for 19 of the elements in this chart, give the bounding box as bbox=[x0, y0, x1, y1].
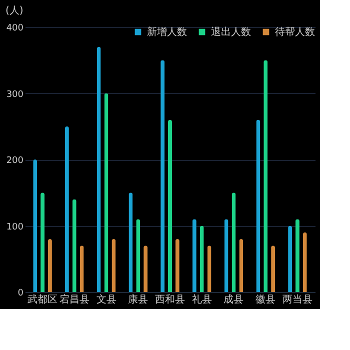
x-tick-label: 武都区 bbox=[28, 294, 58, 306]
y-tick-label: 300 bbox=[6, 90, 24, 100]
y-tick-label: 100 bbox=[6, 222, 24, 232]
x-tick-label: 西和县 bbox=[155, 294, 185, 306]
y-tick-label: 200 bbox=[6, 156, 24, 166]
x-tick-label: 徽县 bbox=[256, 294, 276, 306]
legend-label: 新增人数 bbox=[147, 26, 187, 38]
x-tick-label: 康县 bbox=[128, 294, 148, 306]
x-tick-label: 礼县 bbox=[192, 294, 212, 306]
x-tick-label: 成县 bbox=[224, 294, 244, 306]
bar bbox=[168, 120, 172, 292]
legend-label: 退出人数 bbox=[211, 26, 251, 38]
y-tick-label: 0 bbox=[18, 288, 24, 298]
x-tick-label: 宕昌县 bbox=[59, 294, 90, 306]
legend-label: 待帮人数 bbox=[275, 26, 315, 38]
x-tick-label: 文县 bbox=[96, 294, 116, 306]
x-tick-label: 两当县 bbox=[282, 294, 312, 306]
y-tick-label: 400 bbox=[6, 24, 24, 34]
y-axis-title: (人) bbox=[6, 6, 24, 16]
